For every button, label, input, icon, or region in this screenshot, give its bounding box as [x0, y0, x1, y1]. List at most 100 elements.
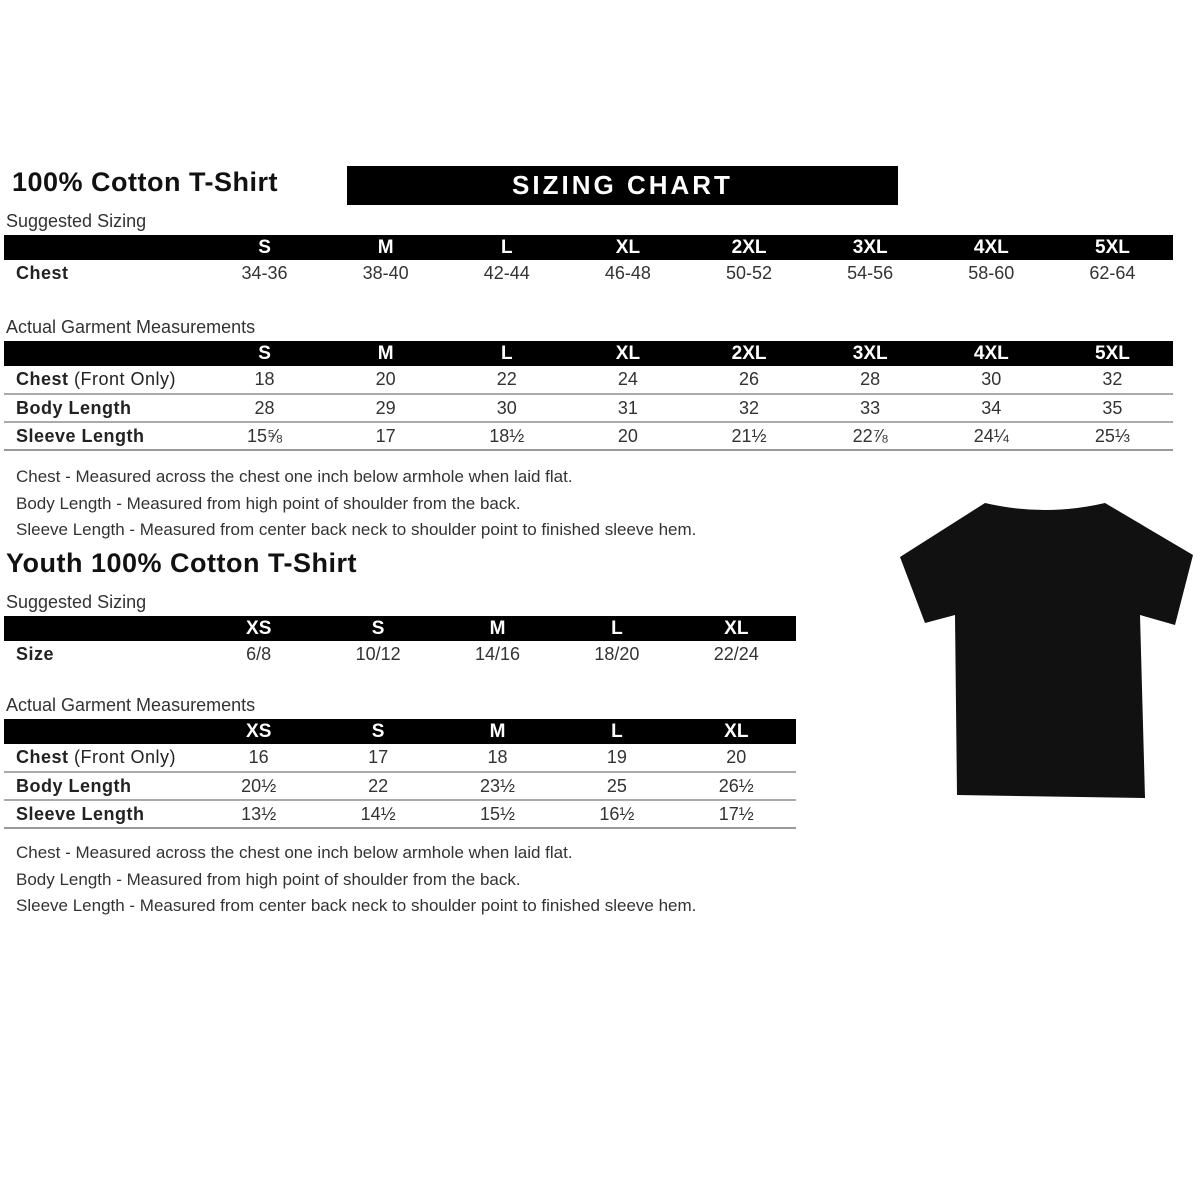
row-label: Body Length [4, 772, 199, 801]
header-blank [4, 616, 199, 641]
row-label-suffix: (Front Only) [68, 369, 177, 389]
size-header: L [446, 341, 568, 366]
table-row: Sleeve Length 13½ 14½ 15½ 16½ 17½ [4, 800, 796, 829]
size-header: M [437, 616, 558, 641]
table-cell: 16 [199, 744, 319, 773]
size-header: 5XL [1051, 235, 1173, 260]
youth-title: Youth 100% Cotton T-Shirt [6, 548, 357, 578]
youth-actual-label: Actual Garment Measurements [6, 695, 256, 715]
table-cell: 30 [446, 394, 568, 423]
note-line: Sleeve Length - Measured from center bac… [16, 896, 697, 915]
table-cell: 17 [325, 422, 447, 451]
table-cell: 6/8 [246, 644, 272, 664]
table-cell: 22/24 [713, 644, 759, 664]
table-cell: 13½ [199, 800, 319, 829]
size-header: 3XL [809, 341, 931, 366]
table-cell: 16½ [557, 800, 677, 829]
table-cell: 10/12 [355, 644, 401, 664]
size-header: S [318, 719, 438, 744]
adult-actual-label: Actual Garment Measurements [6, 317, 256, 337]
table-cell: 24¼ [930, 422, 1052, 451]
youth-actual-table: XS S M L XL Chest (Front Only) 16 17 18 19 20 Body … [4, 719, 796, 829]
table-cell: 17 [318, 744, 438, 773]
size-header: 2XL [688, 341, 810, 366]
table-cell: 18/20 [594, 644, 640, 664]
size-header-row: XS S M L XL [4, 719, 796, 744]
table-cell: 24 [567, 366, 689, 395]
table-cell: 32 [1051, 366, 1173, 395]
row-label: Sleeve Length [4, 422, 204, 451]
tshirt-shape [900, 503, 1193, 798]
table-cell: 26½ [676, 772, 796, 801]
table-cell: 23½ [437, 772, 558, 801]
size-header: 4XL [930, 235, 1052, 260]
note-line: Body Length - Measured from high point o… [16, 493, 521, 513]
size-header: M [325, 341, 447, 366]
size-header: XL [567, 235, 689, 260]
adult-suggested-label: Suggested Sizing [6, 211, 147, 231]
table-cell: 17½ [676, 800, 796, 829]
table-cell: 62-64 [1089, 263, 1136, 283]
size-header: XL [567, 341, 689, 366]
row-label: Size [16, 644, 55, 664]
table-cell: 20½ [199, 772, 319, 801]
size-header-row: S M L XL 2XL 3XL 4XL 5XL [4, 341, 1173, 366]
table-cell: 14/16 [474, 644, 520, 664]
table-cell: 30 [930, 366, 1052, 395]
table-cell: 31 [567, 394, 689, 423]
size-header: S [318, 616, 438, 641]
size-header: S [204, 235, 326, 260]
table-cell: 20 [567, 422, 689, 451]
adult-suggested-table: S M L XL 2XL 3XL 4XL 5XL Chest 34-36 38-40 42-44 46-… [4, 235, 1173, 287]
note-line: Chest - Measured across the chest one in… [16, 843, 573, 862]
youth-suggested-table: XS S M L XL Size 6/8 10/12 14/16 18/20 22/24 [4, 616, 796, 668]
table-cell: 50-52 [726, 263, 773, 283]
table-row: Body Length 20½ 22 23½ 25 26½ [4, 772, 796, 801]
size-header: XS [199, 719, 319, 744]
table-cell: 14½ [318, 800, 438, 829]
row-label: Sleeve Length [4, 800, 199, 829]
youth-suggested-label: Suggested Sizing [6, 592, 147, 612]
size-header: 3XL [809, 235, 931, 260]
adult-actual-table: S M L XL 2XL 3XL 4XL 5XL Chest (Front Only) 18 20 2… [4, 341, 1173, 451]
size-header: XS [199, 616, 319, 641]
note-line: Chest - Measured across the chest one in… [16, 467, 573, 486]
size-header: XL [676, 719, 796, 744]
table-cell: 22 [446, 366, 568, 395]
row-label: Chest (Front Only) [4, 744, 199, 773]
table-cell: 18 [437, 744, 558, 773]
table-cell: 26 [688, 366, 810, 395]
table-cell: 18½ [446, 422, 568, 451]
table-cell: 28 [204, 394, 326, 423]
table-cell: 20 [325, 366, 447, 395]
note-line: Sleeve Length - Measured from center bac… [16, 520, 697, 539]
table-row: Sleeve Length 15⅝ 17 18½ 20 21½ 22⅞ 24¼ 25⅓ [4, 422, 1173, 451]
table-cell: 20 [676, 744, 796, 773]
table-cell: 18 [204, 366, 326, 395]
row-label-suffix: (Front Only) [68, 747, 177, 767]
table-cell: 22⅞ [809, 422, 931, 451]
table-cell: 25⅓ [1051, 422, 1173, 451]
size-header: XL [676, 616, 796, 641]
table-cell: 15⅝ [204, 422, 326, 451]
size-header: L [557, 616, 677, 641]
size-header: L [557, 719, 677, 744]
table-cell: 54-56 [847, 263, 894, 283]
table-cell: 19 [557, 744, 677, 773]
size-header: 2XL [688, 235, 810, 260]
table-cell: 42-44 [483, 263, 530, 283]
table-row: Chest (Front Only) 16 17 18 19 20 [4, 744, 796, 773]
table-cell: 34 [930, 394, 1052, 423]
size-header-row: S M L XL 2XL 3XL 4XL 5XL [4, 235, 1173, 260]
sizing-chart-banner: SIZING CHART [347, 166, 898, 205]
size-header-row: XS S M L XL [4, 616, 796, 641]
table-row: Chest (Front Only) 18 20 22 24 26 28 30 32 [4, 366, 1173, 395]
size-header: 4XL [930, 341, 1052, 366]
row-label: Chest (Front Only) [4, 366, 204, 395]
header-blank [4, 341, 204, 366]
table-cell: 29 [325, 394, 447, 423]
table-cell: 38-40 [362, 263, 409, 283]
row-label: Body Length [4, 394, 204, 423]
table-cell: 58-60 [968, 263, 1015, 283]
table-cell: 28 [809, 366, 931, 395]
